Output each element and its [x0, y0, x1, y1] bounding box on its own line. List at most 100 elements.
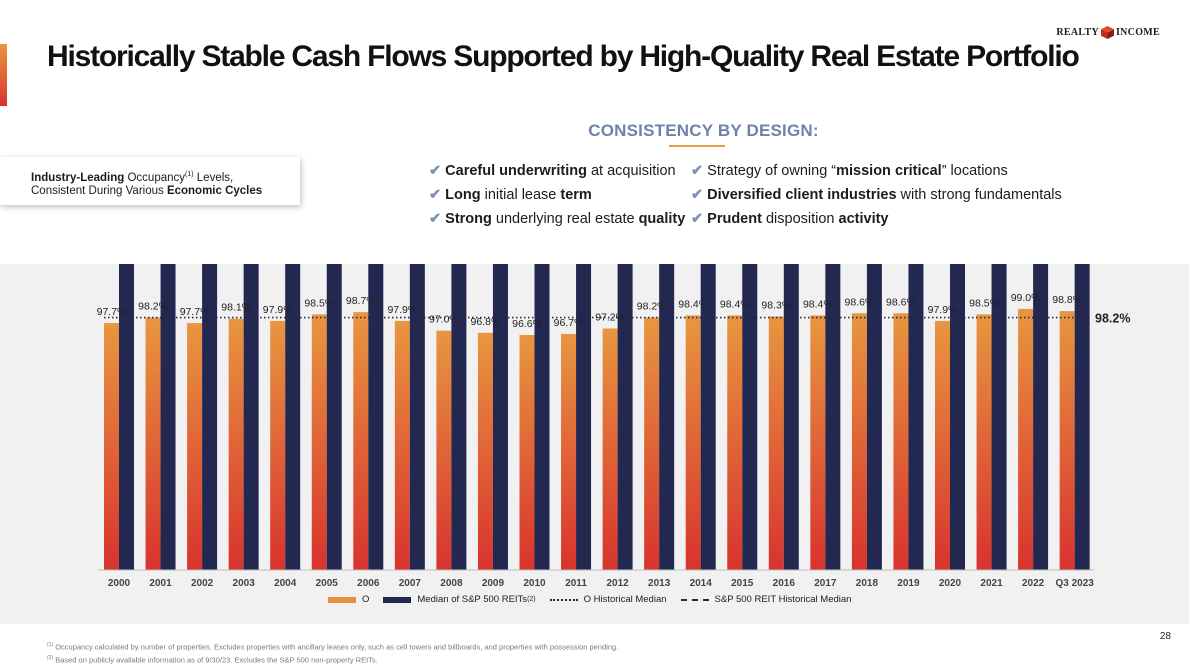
- check-item: ✔ Careful underwriting at acquisition: [429, 159, 685, 183]
- bar-o-data-label: 98.4%: [678, 298, 708, 310]
- logo-cube-icon: [1100, 26, 1114, 39]
- bar-median-2022: [1033, 264, 1049, 570]
- page-title: Historically Stable Cash Flows Supported…: [47, 40, 1080, 73]
- legend-label-o-hist: O Historical Median: [583, 594, 667, 605]
- legend-swatch-median: [383, 596, 412, 603]
- bar-median-2012: [617, 264, 633, 571]
- bar-median-2011: [576, 264, 592, 570]
- bar-median-2000: [119, 264, 134, 570]
- reference-line-label: 98.2%: [1095, 312, 1130, 326]
- bar-median-2009: [492, 264, 508, 570]
- logo-text-right: INCOME: [1115, 27, 1160, 38]
- checklist-right: ✔ Strategy of owning “mission critical” l…: [691, 159, 1062, 231]
- bar-median-2018: [866, 264, 882, 570]
- bar-o-2006: [353, 312, 369, 570]
- bar-o-data-label: 98.2%: [138, 301, 168, 313]
- bar-median-2017: [825, 264, 841, 571]
- bar-median-2002: [202, 264, 218, 570]
- bar-median-2008: [451, 264, 467, 571]
- bar-median-2014: [700, 264, 716, 570]
- footnote-1-text: Occupancy calculated by number of proper…: [53, 642, 619, 652]
- bar-o-2017: [810, 315, 826, 570]
- bar-median-2013: [659, 264, 675, 571]
- footnote-2: (2) Based on publicly available informat…: [47, 653, 618, 666]
- bar-o-data-label: 97.7%: [97, 306, 127, 318]
- legend-label-median: Median of S&P 500 REITs: [417, 594, 528, 605]
- bar-o-2021: [976, 314, 992, 570]
- legend-label-sp-hist: S&P 500 REIT Historical Median: [714, 594, 852, 605]
- consistency-heading: CONSISTENCY BY DESIGN:: [588, 121, 819, 140]
- check-bold: term: [560, 187, 592, 203]
- bar-o-2010: [519, 335, 535, 570]
- bar-median-2015: [742, 264, 758, 570]
- bar-median-2007: [409, 264, 425, 570]
- check-text: ” locations: [941, 163, 1008, 179]
- bar-o-2005: [311, 314, 327, 570]
- x-tick-label: 2018: [856, 578, 879, 589]
- callout-line-1: Industry-Leading Occupancy(1) Levels,: [31, 168, 300, 185]
- bar-o-2000: [104, 323, 119, 570]
- footnote-1-marker: (1): [47, 642, 54, 648]
- x-tick-label: 2017: [814, 578, 837, 589]
- x-tick-label: 2014: [690, 578, 713, 589]
- bar-o-2004: [270, 320, 286, 570]
- checklist-left: ✔ Careful underwriting at acquisition ✔ Lo…: [429, 159, 685, 231]
- bar-o-data-label: 98.6%: [886, 296, 916, 308]
- bar-o-data-label: 97.2%: [595, 311, 625, 323]
- bar-median-Q3 2023: [1074, 264, 1090, 570]
- checkmark-icon: ✔: [691, 163, 704, 179]
- callout-bold-2: Economic Cycles: [166, 184, 263, 197]
- check-bold: Careful underwriting: [445, 163, 587, 179]
- x-tick-label: 2008: [440, 578, 463, 589]
- bar-o-2001: [145, 317, 161, 570]
- check-text: Strategy of owning “: [707, 163, 837, 179]
- company-logo: REALTY INCOME: [1056, 26, 1160, 39]
- legend-swatch-dashed: [680, 598, 709, 601]
- bar-o-2013: [644, 317, 660, 570]
- bar-o-2012: [602, 328, 618, 570]
- x-tick-label: 2009: [482, 578, 505, 589]
- legend-swatch-o: [328, 596, 356, 603]
- x-tick-label: Q3 2023: [1055, 578, 1094, 589]
- check-text: at acquisition: [586, 163, 676, 179]
- footnote-1: (1) Occupancy calculated by number of pr…: [47, 640, 618, 653]
- legend-footnote-ref: (2): [527, 596, 536, 603]
- check-text: with strong fundamentals: [896, 187, 1062, 203]
- occupancy-callout: Industry-Leading Occupancy(1) Levels, Co…: [0, 157, 300, 205]
- check-item: ✔ Strategy of owning “mission critical” l…: [691, 159, 1062, 183]
- x-tick-label: 2013: [648, 578, 671, 589]
- callout-line-2: Consistent During Various Economic Cycle…: [31, 185, 300, 198]
- bar-o-data-label: 98.5%: [969, 297, 999, 309]
- callout-bold-1: Industry-Leading: [31, 171, 125, 184]
- bar-o-2003: [228, 318, 244, 570]
- bar-o-2008: [436, 330, 452, 570]
- chart-panel: 98.2%94.2% 97.7%200098.2%200197.7%200298…: [0, 264, 1189, 624]
- bar-o-2022: [1018, 308, 1034, 570]
- check-bold: Prudent: [707, 211, 762, 227]
- consistency-underline: [669, 145, 725, 147]
- check-bold: activity: [838, 211, 889, 227]
- callout-text-1-end: Levels,: [193, 171, 234, 184]
- x-tick-label: 2002: [191, 578, 214, 589]
- x-tick-label: 2020: [939, 578, 962, 589]
- check-bold: quality: [638, 211, 686, 227]
- bar-o-data-label: 98.5%: [304, 297, 334, 309]
- checkmark-icon: ✔: [429, 163, 442, 179]
- bar-median-2019: [908, 264, 924, 571]
- bar-median-2004: [285, 264, 301, 570]
- bar-o-data-label: 97.9%: [387, 304, 417, 316]
- footnote-2-marker: (2): [47, 655, 54, 661]
- logo-text-left: REALTY: [1056, 27, 1099, 38]
- check-item: ✔ Strong underlying real estate quality: [429, 207, 685, 231]
- bar-o-data-label: 98.1%: [221, 302, 251, 314]
- x-tick-label: 2003: [233, 578, 256, 589]
- x-tick-label: 2019: [897, 578, 920, 589]
- bar-median-2020: [950, 264, 965, 571]
- bar-o-2019: [893, 313, 909, 570]
- bar-o-data-label: 98.2%: [637, 301, 667, 313]
- bar-o-data-label: 98.3%: [761, 300, 791, 312]
- x-tick-label: 2015: [731, 578, 754, 589]
- legend-item-sp-hist: S&P 500 REIT Historical Median: [680, 594, 852, 605]
- checkmark-icon: ✔: [429, 211, 442, 227]
- bar-o-data-label: 96.8%: [471, 316, 501, 328]
